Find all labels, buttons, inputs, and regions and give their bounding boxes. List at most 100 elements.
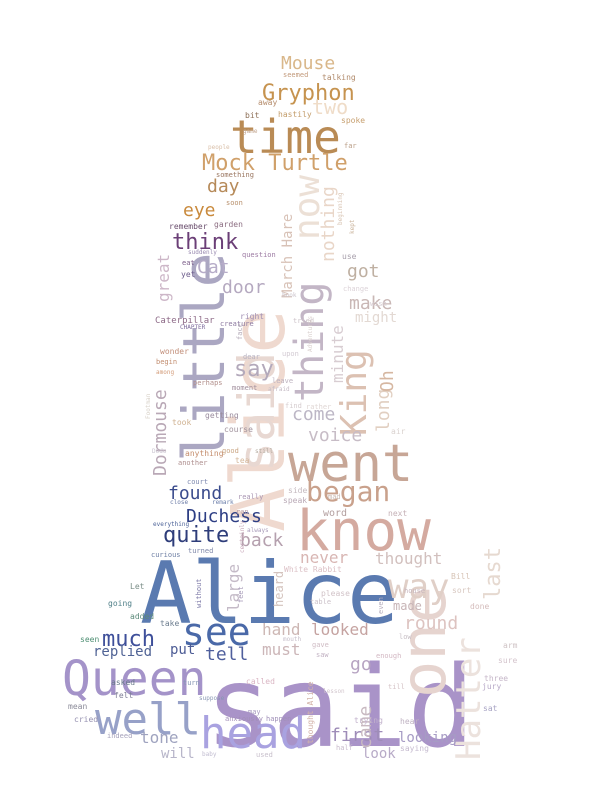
word-enough: enough xyxy=(376,652,402,660)
word-another: another xyxy=(178,459,208,467)
word-well: well xyxy=(95,694,201,745)
word-found: found xyxy=(168,483,223,504)
word-dodo: Dodo xyxy=(152,448,167,455)
word-two: two xyxy=(312,95,349,119)
word-sure: sure xyxy=(498,656,518,665)
word-nothing: nothing xyxy=(318,186,339,262)
word-indeed: indeed xyxy=(107,732,133,740)
word-way: way xyxy=(388,567,450,607)
word-came: came xyxy=(355,705,376,749)
word-looking: looking xyxy=(398,730,458,746)
word-tried: tried xyxy=(293,317,315,325)
word-mean: mean xyxy=(68,702,88,711)
word-still: still xyxy=(255,448,274,455)
word-seen: seen xyxy=(80,635,100,644)
word-air: air xyxy=(391,427,406,436)
word-first: first xyxy=(330,725,385,746)
word-know: know xyxy=(296,499,431,564)
word-please: please xyxy=(321,589,350,598)
word-caterpillar: Caterpillar xyxy=(155,316,215,326)
word-day: day xyxy=(207,176,240,197)
word-spoke: spoke xyxy=(341,116,366,125)
word-mock-turtle: Mock Turtle xyxy=(202,151,348,176)
word-long: long xyxy=(373,388,394,432)
word-rather: rather xyxy=(306,403,332,411)
word-take: take xyxy=(160,619,180,628)
word-among: among xyxy=(156,369,175,376)
word-thought: thought xyxy=(375,549,443,568)
word-game: game xyxy=(243,128,258,135)
word-bit: bit xyxy=(245,111,260,120)
word-replied: replied xyxy=(93,644,153,660)
word-jury: jury xyxy=(482,682,502,691)
word-asked: asked xyxy=(111,678,136,687)
word-voice: voice xyxy=(308,425,363,446)
word-look: look xyxy=(362,746,396,762)
word-court: court xyxy=(187,478,209,486)
word-hand: hand xyxy=(262,620,301,639)
word-house: house xyxy=(404,587,426,595)
word-beginning: beginning xyxy=(337,192,344,225)
word-used: used xyxy=(256,751,273,759)
word-half: half xyxy=(336,744,353,752)
word-began: began xyxy=(306,475,391,508)
word-chapter: CHAPTER xyxy=(180,324,206,331)
word-happen: happen xyxy=(266,715,292,723)
word-table: table xyxy=(310,598,332,606)
word-anxiously: anxiously xyxy=(225,715,263,723)
word-wish: wish xyxy=(370,300,387,308)
word-suddenly: suddenly xyxy=(188,249,217,256)
word-suppose: suppose xyxy=(199,695,225,702)
word-feet: feet xyxy=(237,586,245,603)
word-let: Let xyxy=(130,582,145,591)
word-think: think xyxy=(172,230,239,255)
word-right: right xyxy=(240,312,265,321)
word-sort: sort xyxy=(452,586,472,595)
word-tell: tell xyxy=(205,644,249,665)
word-remember: remember xyxy=(169,222,208,231)
word-much: much xyxy=(102,627,155,652)
word-question: question xyxy=(242,251,276,259)
word-will: will xyxy=(161,746,195,762)
word-remark: remark xyxy=(212,499,234,506)
word-wonder: wonder xyxy=(160,347,189,356)
word-face: face xyxy=(236,323,244,340)
word-always: always xyxy=(247,527,269,534)
word-curious: curious xyxy=(151,551,181,559)
word-door: door xyxy=(222,277,266,298)
word-book: book xyxy=(282,292,297,299)
word-added: added xyxy=(130,612,155,621)
word-creature: creature xyxy=(220,320,254,328)
word-felt: felt xyxy=(114,691,134,700)
word-everything: everything xyxy=(153,521,190,528)
word-garden: garden xyxy=(214,220,243,229)
word-looked: looked xyxy=(311,620,369,639)
word-saw: saw xyxy=(316,651,329,659)
word-must: must xyxy=(262,640,301,659)
word-sat: sat xyxy=(483,704,498,713)
word-mouth: mouth xyxy=(283,636,302,643)
word-afraid: afraid xyxy=(268,386,290,393)
word-use: use xyxy=(342,252,357,261)
word-trying: trying xyxy=(354,716,383,725)
word-called: called xyxy=(246,677,275,686)
word-lesson: lesson xyxy=(323,688,345,695)
word-change: change xyxy=(343,285,369,293)
word-hear: hear xyxy=(400,717,420,726)
word-last: last xyxy=(481,547,506,600)
word-footman: Footman xyxy=(145,393,152,419)
word-moment: moment xyxy=(232,384,258,392)
word-certainly: certainly xyxy=(239,520,246,553)
word-really: really xyxy=(238,493,264,501)
word-gave: gave xyxy=(312,641,329,649)
word-low: low xyxy=(399,633,412,641)
word-next: next xyxy=(388,509,408,518)
word-come: come xyxy=(292,404,336,425)
word-hatter: Hatter xyxy=(449,637,489,760)
word-hastily: hastily xyxy=(278,110,312,119)
word-dormouse: Dormouse xyxy=(150,389,171,476)
word-close: close xyxy=(170,499,189,506)
word-duchess: Duchess xyxy=(186,506,262,527)
word-far: far xyxy=(344,142,357,150)
word-oh: Oh xyxy=(377,370,398,392)
